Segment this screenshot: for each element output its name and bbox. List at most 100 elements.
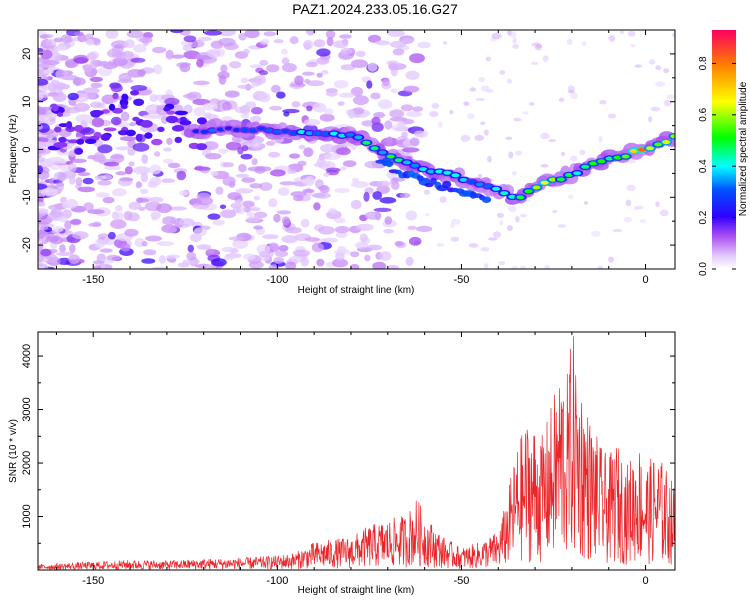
ridge-speckle (163, 106, 171, 112)
snr-y-label: SNR (10 * v/v) (8, 419, 19, 483)
noise-speckle (110, 219, 127, 229)
noise-speckle (115, 146, 131, 151)
noise-speckle (60, 34, 72, 43)
noise-speckle (323, 153, 341, 160)
noise-speckle (276, 91, 286, 99)
noise-speckle (128, 201, 142, 211)
noise-speckle (639, 219, 647, 224)
y-tick-label: 3000 (21, 397, 33, 421)
noise-speckle (164, 97, 180, 106)
noise-speckle (48, 204, 65, 211)
ridge-blob (200, 129, 209, 134)
noise-speckle (268, 264, 280, 269)
noise-speckle (86, 38, 95, 46)
ridge-speckle (151, 138, 163, 146)
noise-speckle (243, 253, 256, 260)
ridge-speckle (132, 116, 140, 122)
ridge-blob (249, 128, 257, 133)
noise-speckle (182, 259, 201, 265)
noise-speckle (416, 225, 433, 232)
ridge-blob (654, 142, 663, 147)
noise-speckle (285, 227, 302, 234)
ridge-speckle (54, 126, 62, 133)
noise-speckle (325, 30, 336, 39)
noise-speckle (353, 95, 369, 106)
noise-speckle (334, 188, 350, 193)
noise-speckle (251, 158, 258, 166)
spectral-ridge (47, 90, 675, 205)
ridge-speckle (74, 124, 84, 133)
noise-speckle (178, 218, 196, 227)
noise-speckle (110, 83, 123, 93)
ridge-speckle (195, 143, 208, 151)
noise-speckle (202, 102, 219, 111)
noise-speckle (281, 235, 298, 244)
noise-speckle (475, 97, 486, 102)
snr-series-line (38, 336, 675, 570)
noise-speckle (627, 30, 636, 37)
x-tick-label: -100 (266, 274, 288, 286)
ridge-blob (621, 154, 630, 159)
noise-speckle (247, 166, 264, 172)
noise-speckle (150, 211, 161, 220)
noise-speckle (246, 211, 254, 217)
noise-speckle (265, 141, 275, 146)
noise-speckle (243, 206, 251, 213)
noise-speckle (249, 64, 263, 69)
ridge-speckle (84, 138, 97, 145)
noise-speckle (370, 92, 381, 100)
noise-speckle (355, 50, 366, 58)
ridge-blob (208, 128, 217, 133)
noise-speckle (623, 216, 632, 223)
noise-speckle (279, 181, 297, 186)
noise-speckle (205, 114, 219, 120)
noise-speckle (218, 148, 229, 155)
ridge-speckle (57, 112, 63, 117)
noise-speckle (95, 175, 107, 180)
noise-speckle (130, 57, 146, 63)
noise-speckle (212, 219, 225, 226)
noise-speckle (340, 64, 356, 71)
noise-speckle (352, 107, 365, 115)
noise-speckle (531, 61, 539, 65)
noise-speckle (304, 78, 311, 84)
ridge-speckle (142, 121, 151, 127)
noise-speckle (244, 30, 260, 39)
noise-speckle (40, 225, 49, 231)
noise-speckle (492, 231, 502, 239)
noise-speckle (281, 63, 297, 73)
noise-speckle (280, 48, 288, 55)
ridge-blob (338, 133, 347, 138)
noise-speckle (438, 121, 443, 128)
ridge-blob (524, 189, 533, 194)
noise-speckle (350, 263, 360, 269)
noise-speckle (259, 59, 269, 66)
noise-speckle (90, 101, 102, 109)
noise-speckle (399, 192, 411, 198)
noise-speckle (137, 198, 150, 203)
noise-speckle (168, 162, 181, 169)
x-tick-label: 0 (642, 274, 648, 286)
noise-speckle (634, 64, 643, 68)
noise-speckle (57, 215, 68, 223)
noise-speckle (392, 48, 405, 56)
noise-speckle (154, 151, 161, 157)
ridge-speckle (174, 110, 188, 116)
figure-title: PAZ1.2024.233.05.16.G27 (292, 1, 458, 17)
noise-speckle (183, 35, 197, 43)
noise-speckle (607, 34, 616, 42)
noise-speckle (313, 202, 321, 211)
noise-speckle (156, 203, 173, 214)
noise-speckle (91, 117, 105, 128)
noise-speckle (672, 32, 675, 38)
noise-speckle (290, 191, 307, 198)
colorbar: 0.0 0.2 0.4 0.6 0.8 Normalized spectral ampl… (698, 30, 749, 276)
noise-speckle (240, 77, 249, 84)
noise-speckle (496, 212, 504, 218)
ridge-speckle (118, 130, 128, 136)
ridge-blob (540, 180, 549, 185)
noise-speckle (40, 187, 58, 196)
noise-speckle (483, 129, 489, 136)
noise-speckle (283, 111, 290, 117)
